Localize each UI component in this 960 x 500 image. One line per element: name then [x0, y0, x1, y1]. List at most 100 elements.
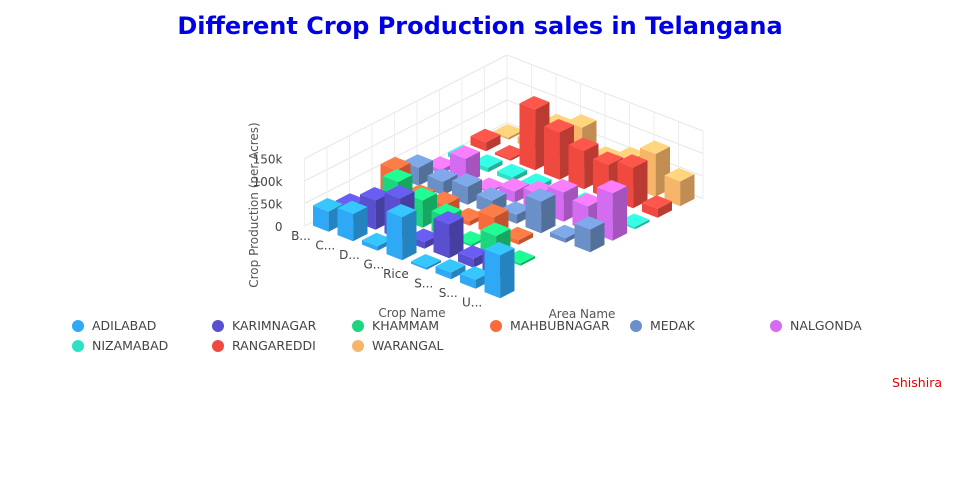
- bar-side-face: [486, 134, 501, 152]
- bar-side-face: [520, 256, 535, 266]
- bar-adilabad-5[interactable]: [435, 259, 466, 280]
- bar-top-face: [523, 180, 554, 195]
- bar-top-face: [313, 198, 343, 212]
- legend-item-adilabad[interactable]: ADILABAD: [72, 318, 156, 333]
- bar-top-face: [458, 245, 488, 259]
- legend-marker-icon: [72, 339, 84, 352]
- bar-karimnagar-4[interactable]: [433, 211, 464, 259]
- bar-top-face: [476, 187, 507, 201]
- legend-label: WARANGAL: [372, 338, 444, 353]
- bar-top-face: [337, 200, 368, 215]
- bar-top-face: [640, 140, 670, 154]
- bar-side-face: [488, 160, 503, 173]
- bar-top-face: [362, 232, 392, 247]
- bar-front-face: [484, 249, 501, 299]
- bar-top-face: [484, 242, 515, 256]
- legend-label: KHAMMAM: [372, 318, 440, 333]
- bar-top-face: [433, 211, 464, 225]
- bar-top-face: [519, 96, 550, 110]
- bar-top-face: [642, 195, 672, 209]
- bar-adilabad-1[interactable]: [337, 200, 368, 242]
- bar-side-face: [426, 260, 441, 270]
- bar-top-face: [452, 173, 482, 187]
- legend-marker-icon: [72, 319, 84, 332]
- bar-nizamabad-2[interactable]: [497, 163, 527, 182]
- legend-item-nizamabad[interactable]: NIZAMABAD: [72, 338, 168, 353]
- legend-label: RANGAREDDI: [232, 338, 316, 353]
- bar-top-face: [617, 154, 648, 168]
- z-tick-label: 0: [275, 220, 283, 234]
- bar-front-face: [313, 205, 329, 232]
- bar-adilabad-4[interactable]: [411, 254, 441, 270]
- bar-top-face: [480, 222, 511, 236]
- x-tick-label: G...: [364, 257, 385, 271]
- x-tick-label: S...: [414, 276, 433, 290]
- bar-top-face: [386, 204, 417, 218]
- bar-front-face: [470, 136, 487, 152]
- bar-top-face: [572, 193, 603, 207]
- bar-front-face: [525, 195, 542, 234]
- bar-top-face: [548, 179, 578, 193]
- bar-top-face: [497, 163, 527, 178]
- bar-top-face: [478, 203, 509, 218]
- bar-front-face: [460, 273, 476, 289]
- bar-top-face: [550, 224, 580, 239]
- x-tick-label: U...: [462, 295, 482, 309]
- bar-warangal-0[interactable]: [493, 124, 523, 140]
- bar-adilabad-3[interactable]: [386, 204, 417, 261]
- x-axis-title: Crop Name: [378, 306, 445, 320]
- bar-medak-7[interactable]: [574, 216, 605, 253]
- side-wall-gridline: [304, 54, 508, 159]
- bar-top-face: [615, 146, 646, 161]
- bar-side-face: [508, 130, 523, 140]
- bar-medak-5[interactable]: [525, 188, 556, 234]
- legend-item-medak[interactable]: MEDAK: [630, 318, 695, 333]
- legend-item-rangareddi[interactable]: RANGAREDDI: [212, 338, 316, 353]
- bar-front-face: [499, 185, 515, 203]
- bar-top-face: [411, 254, 441, 268]
- legend-item-warangal[interactable]: WARANGAL: [352, 338, 444, 353]
- bar-side-face: [518, 232, 533, 245]
- legend-marker-icon: [352, 319, 364, 332]
- bar-side-face: [635, 219, 650, 230]
- side-wall-gridline: [304, 77, 508, 182]
- bar-top-face: [427, 168, 458, 182]
- z-tick-label: 50k: [260, 198, 282, 212]
- x-tick-label: B...: [291, 229, 311, 243]
- bar-side-face: [657, 201, 672, 218]
- bar-side-face: [680, 174, 695, 207]
- bar-side-face: [512, 169, 527, 182]
- x-tick-label: D...: [339, 248, 360, 262]
- legend-item-nalgonda[interactable]: NALGONDA: [770, 318, 862, 333]
- legend-marker-icon: [630, 319, 642, 332]
- bar-top-face: [493, 124, 523, 138]
- bar-top-face: [593, 151, 623, 165]
- legend-item-karimnagar[interactable]: KARIMNAGAR: [212, 318, 316, 333]
- bar-top-face: [460, 266, 490, 280]
- legend-marker-icon: [490, 319, 502, 332]
- bar-top-face: [450, 145, 480, 159]
- legend-label: NIZAMABAD: [92, 338, 169, 353]
- bar-side-face: [500, 248, 515, 299]
- bar-top-face: [566, 114, 597, 128]
- bar-side-face: [612, 186, 627, 241]
- bar-rangareddi-7[interactable]: [642, 195, 672, 218]
- bar-top-face: [495, 145, 525, 159]
- bar-adilabad-7[interactable]: [484, 242, 515, 299]
- bar-side-face: [541, 194, 556, 234]
- bar-front-face: [519, 103, 536, 171]
- bar-top-face: [521, 173, 552, 187]
- legend-item-khammam[interactable]: KHAMMAM: [352, 318, 439, 333]
- bar-side-face: [451, 265, 466, 280]
- bar-front-face: [458, 252, 474, 268]
- bar-rangareddi-0[interactable]: [470, 128, 501, 152]
- bar-top-face: [431, 203, 462, 217]
- bar-side-face: [449, 217, 464, 259]
- bar-front-face: [411, 261, 427, 270]
- bar-warangal-7[interactable]: [664, 168, 695, 207]
- legend-marker-icon: [212, 339, 224, 352]
- legend-item-mahbubnagar[interactable]: MAHBUBNAGAR: [490, 318, 610, 333]
- bar-side-face: [353, 206, 368, 242]
- legend-marker-icon: [212, 319, 224, 332]
